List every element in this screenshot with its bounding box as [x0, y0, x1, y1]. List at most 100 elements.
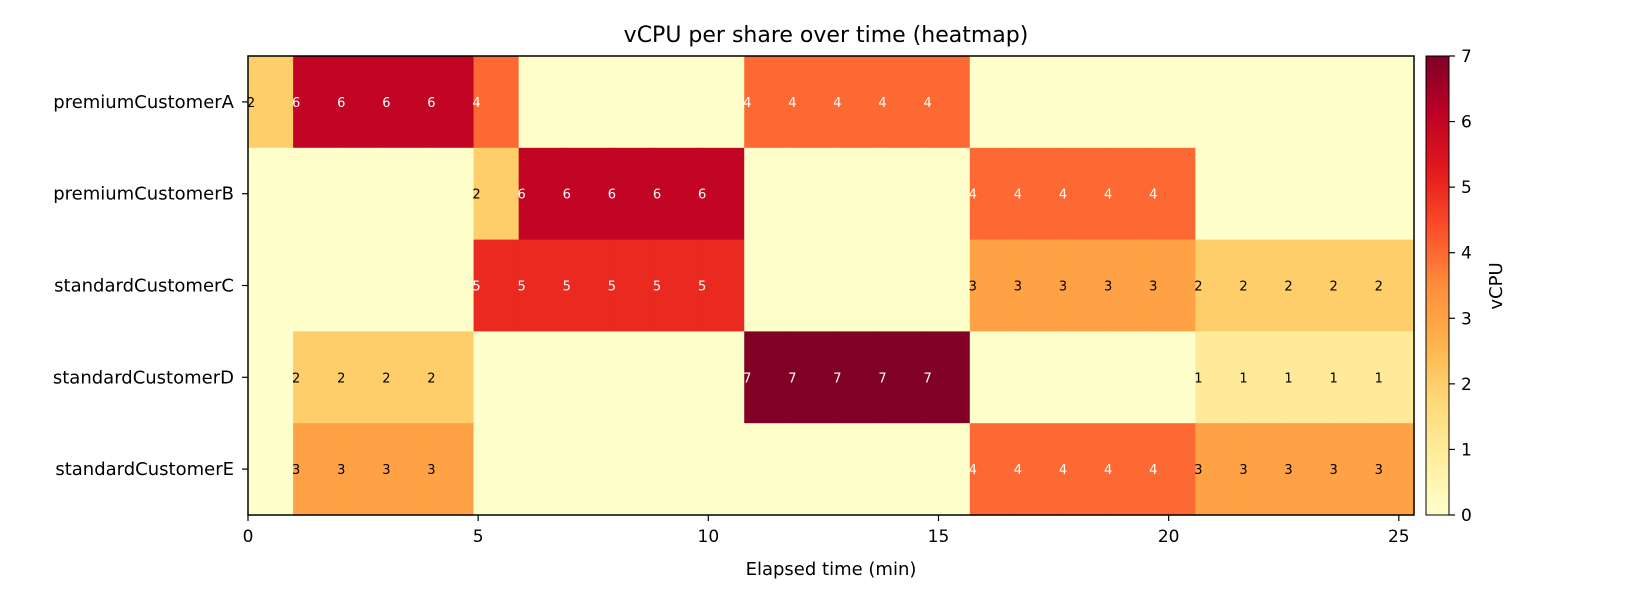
heatmap-cell: [1060, 147, 1106, 241]
x-axis-label: Elapsed time (min): [746, 559, 917, 580]
cell-value-label: 2: [472, 188, 480, 203]
heatmap-cell: [1060, 239, 1106, 332]
heatmap-cell: [338, 331, 384, 424]
heatmap-cell: [563, 239, 610, 332]
chart-title: vCPU per share over time (heatmap): [624, 23, 1029, 48]
cell-value-label: 3: [382, 463, 390, 478]
heatmap-cell: [1375, 56, 1415, 149]
heatmap-cell: [1240, 331, 1287, 424]
heatmap-cell: [473, 423, 520, 516]
colorbar-label: vCPU: [1486, 262, 1507, 309]
heatmap-cell: [789, 56, 836, 149]
heatmap-cell: [834, 147, 881, 241]
cell-value-label: 1: [1375, 371, 1383, 386]
cell-value-label: 7: [833, 371, 841, 386]
heatmap-cell-labels: 2 6 6 6 6 4 4 4 4 4 4 2 6 6 6 6 6 4 4 4 4 4 5 5 5 5 5 5 3 3 3 3 3 2 2 2 2 2 2 2…: [247, 96, 1383, 478]
heatmap-cell: [518, 239, 565, 332]
heatmap-cell: [1285, 147, 1332, 241]
cell-value-label: 6: [427, 96, 435, 111]
cell-value-label: 3: [1059, 280, 1067, 295]
heatmap-cell: [1150, 239, 1196, 332]
heatmap-cell: [924, 56, 971, 149]
heatmap-cell: [293, 423, 339, 516]
y-tick-label: standardCustomerC: [54, 276, 234, 297]
cell-value-label: 4: [924, 96, 932, 111]
heatmap-cell: [383, 423, 430, 516]
heatmap-cell: [338, 423, 384, 516]
cell-value-label: 4: [788, 96, 796, 111]
heatmap-cell: [969, 331, 1016, 424]
heatmap-cell: [428, 239, 475, 332]
heatmap-cell: [1060, 423, 1106, 516]
heatmap-cell: [789, 423, 836, 516]
heatmap-cell: [654, 56, 700, 149]
heatmap-cell: [1240, 147, 1287, 241]
heatmap-cell: [744, 147, 790, 241]
heatmap-cell: [1285, 239, 1332, 332]
heatmap-cell: [879, 239, 926, 332]
cell-value-label: 2: [427, 371, 435, 386]
cell-value-label: 4: [1149, 188, 1157, 203]
heatmap-cell: [1195, 147, 1242, 241]
heatmap-cell: [518, 423, 565, 516]
heatmap-cell: [879, 331, 926, 424]
cell-value-label: 6: [292, 96, 300, 111]
heatmap-cell: [1375, 331, 1415, 424]
x-tick-label: 5: [473, 527, 484, 547]
cell-value-label: 3: [1284, 463, 1292, 478]
cell-value-label: 4: [969, 463, 977, 478]
heatmap-cell: [1060, 331, 1106, 424]
heatmap-cell: [1240, 239, 1287, 332]
cell-value-label: 7: [878, 371, 886, 386]
heatmap-cell: [924, 423, 971, 516]
heatmap-cell: [1105, 423, 1151, 516]
heatmap-cell: [969, 239, 1016, 332]
heatmap-cell: [654, 331, 700, 424]
cell-value-label: 6: [382, 96, 390, 111]
heatmap-cell: [654, 239, 700, 332]
cell-value-label: 6: [518, 188, 526, 203]
heatmap-cell: [608, 423, 655, 516]
heatmap-cell: [699, 331, 745, 424]
cell-value-label: 5: [653, 280, 661, 295]
heatmap-cell: [293, 147, 339, 241]
heatmap-cell: [1330, 331, 1377, 424]
heatmap-cell: [383, 331, 430, 424]
heatmap-cell: [1060, 56, 1106, 149]
heatmap-cell: [699, 56, 745, 149]
heatmap-cell: [1375, 239, 1415, 332]
heatmap-cell: [293, 331, 339, 424]
heatmap-cell: [699, 147, 745, 241]
colorbar-tick-label: 4: [1461, 244, 1472, 264]
heatmap-cell: [789, 147, 836, 241]
cell-value-label: 5: [518, 280, 526, 295]
heatmap-cell: [834, 239, 881, 332]
heatmap-cell: [383, 147, 430, 241]
heatmap-cell: [248, 56, 294, 149]
heatmap-cell: [879, 423, 926, 516]
cell-value-label: 2: [337, 371, 345, 386]
heatmap-cell: [744, 331, 790, 424]
heatmap-cell: [699, 239, 745, 332]
heatmap-cell: [1195, 423, 1242, 516]
heatmap-cell: [654, 423, 700, 516]
heatmap-cell: [654, 147, 700, 241]
cell-value-label: 2: [292, 371, 300, 386]
heatmap-cell: [1330, 147, 1377, 241]
cell-value-label: 1: [1239, 371, 1247, 386]
heatmap-cell: [1150, 423, 1196, 516]
cell-value-label: 4: [1104, 463, 1112, 478]
heatmap-cell: [834, 331, 881, 424]
cell-value-label: 7: [924, 371, 932, 386]
heatmap-cell: [248, 147, 294, 241]
cell-value-label: 2: [1284, 280, 1292, 295]
cell-value-label: 3: [1375, 463, 1383, 478]
heatmap-cell: [1014, 147, 1061, 241]
colorbar-tick-label: 6: [1461, 113, 1472, 133]
heatmap-cell: [924, 239, 971, 332]
heatmap-cell: [383, 56, 430, 149]
heatmap-cell: [563, 56, 610, 149]
heatmap-cell: [563, 147, 610, 241]
heatmap-cell: [563, 331, 610, 424]
colorbar-tick-label: 7: [1461, 47, 1472, 67]
